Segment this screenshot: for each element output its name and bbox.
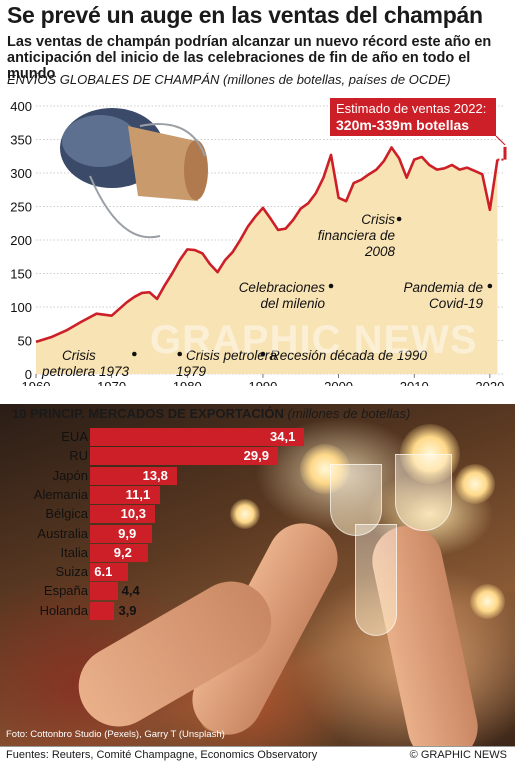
y-tick-label: 200 xyxy=(10,233,32,248)
shipments-line xyxy=(35,146,499,344)
bar-value-label: 3,9 xyxy=(118,602,137,618)
bar-chart-title-text: 10 PRINCIP. MERCADOS DE EXPORTACIÓN xyxy=(12,406,284,421)
annotation-label: Crisis petrolera xyxy=(186,348,277,363)
bar-category-label: Suiza xyxy=(55,564,88,580)
bar-row: España 4,4 xyxy=(0,582,300,601)
bar-value-label: 9,9 xyxy=(118,525,137,541)
bar-row: Australia 9,9 xyxy=(0,524,300,544)
bar-row: Suiza 6.1 xyxy=(0,563,300,582)
bar-category-label: Holanda xyxy=(39,602,88,618)
champagne-cork-icon xyxy=(60,108,208,239)
bar-row: Alemania 11,1 xyxy=(0,485,300,505)
bar xyxy=(90,485,160,504)
bar-row: RU 29,9 xyxy=(0,447,300,466)
footer-divider xyxy=(0,746,515,747)
annotation-label: petrolera 1973 xyxy=(41,364,130,379)
bar xyxy=(90,582,118,601)
bar-chart-unit: (millones de botellas) xyxy=(287,406,411,421)
bar-category-label: EUA xyxy=(61,429,88,444)
annotation-marker xyxy=(132,351,137,357)
y-tick-label: 0 xyxy=(25,367,32,382)
y-tick-label: 350 xyxy=(10,133,32,148)
bar-value-label: 6.1 xyxy=(94,564,113,580)
annotation-marker xyxy=(177,351,183,357)
bar-value-label: 4,4 xyxy=(121,583,140,599)
bar-category-label: Bélgica xyxy=(45,506,88,522)
bar xyxy=(90,601,115,620)
annotation-label: 2008 xyxy=(364,244,396,259)
bar-category-label: Alemania xyxy=(33,486,88,502)
bar xyxy=(90,428,304,446)
estimate-value: 320m-339m botellas xyxy=(336,117,469,133)
shipments-area xyxy=(36,147,498,374)
bar-value-label: 11,1 xyxy=(125,486,151,502)
y-tick-label: 250 xyxy=(10,200,32,215)
bar-category-label: Australia xyxy=(37,525,88,541)
annotation-label: Crisis xyxy=(361,212,395,227)
annotation-label: 1979 xyxy=(176,364,207,379)
annotation-label: Covid-19 xyxy=(429,296,484,311)
x-tick-label: 2010 xyxy=(400,379,429,386)
annotation-label: del milenio xyxy=(260,296,325,311)
page-title: Se prevé un auge en las ventas del champ… xyxy=(7,2,483,28)
x-tick-label: 2020 xyxy=(475,379,504,386)
x-tick-label: 1990 xyxy=(248,379,277,386)
copyright: © GRAPHIC NEWS xyxy=(409,749,507,761)
line-chart-title: ENVÍOS GLOBALES DE CHAMPÁN (millones de … xyxy=(7,72,451,87)
y-tick-label: 300 xyxy=(10,166,32,181)
annotation-marker xyxy=(487,283,493,289)
y-tick-label: 150 xyxy=(10,267,32,282)
x-tick-label: 2000 xyxy=(324,379,353,386)
bar-row: Italia 9,2 xyxy=(0,543,300,563)
annotation-marker xyxy=(396,216,402,222)
bar-category-label: RU xyxy=(69,448,88,464)
estimate-callout xyxy=(330,98,496,136)
page-subtitle: Las ventas de champán podrían alcanzar u… xyxy=(7,34,492,82)
bar xyxy=(90,466,177,485)
y-tick-label: 400 xyxy=(10,99,32,114)
annotation-label: Recesión década de 1990 xyxy=(270,348,427,363)
x-tick-label: 1980 xyxy=(173,379,202,386)
bar-category-label: Italia xyxy=(60,544,88,560)
bar xyxy=(90,524,153,543)
bar-row: Holanda 3,9 xyxy=(0,601,300,621)
annotation-label: Celebraciones xyxy=(239,280,326,295)
x-tick-label: 1970 xyxy=(97,379,126,386)
x-tick-label: 1960 xyxy=(22,379,51,386)
bar-value-label: 10,3 xyxy=(120,506,146,522)
estimate-label: Estimado de ventas 2022: xyxy=(336,101,486,116)
estimate-pointer xyxy=(495,135,506,146)
annotation-label: Pandemia de xyxy=(403,280,483,295)
bar-chart-title: 10 PRINCIP. MERCADOS DE EXPORTACIÓN (mil… xyxy=(12,406,410,421)
bar-category-label: España xyxy=(43,583,88,599)
bar-value-label: 29,9 xyxy=(243,448,269,464)
bar xyxy=(90,447,278,466)
shipments-area-chart: 0 50 100 150 200 250 300 350 400 1960 1970 1980 1990… xyxy=(10,98,507,386)
bar-row: Bélgica 10,3 xyxy=(0,505,300,524)
annotation-label: financiera de xyxy=(318,228,395,243)
y-tick-label: 50 xyxy=(18,334,32,349)
bar-value-label: 13,8 xyxy=(142,467,168,483)
bar-row: Japón 13,8 xyxy=(0,466,300,486)
bar-value-label: 34,1 xyxy=(270,429,296,444)
annotation-marker xyxy=(328,283,334,289)
bar xyxy=(90,505,155,524)
bar xyxy=(90,563,129,582)
bar-category-label: Japón xyxy=(52,467,88,483)
photo-credit: Foto: Cottonbro Studio (Pexels), Garry T… xyxy=(6,729,225,740)
sources: Fuentes: Reuters, Comité Champagne, Econ… xyxy=(6,749,318,761)
bar-row: EUA 34,1 xyxy=(0,428,304,447)
bar xyxy=(90,543,148,562)
annotation-marker xyxy=(260,351,266,357)
y-tick-label: 100 xyxy=(10,300,32,315)
annotation-label: Crisis xyxy=(62,348,96,363)
bar-value-label: 9,2 xyxy=(113,544,132,560)
